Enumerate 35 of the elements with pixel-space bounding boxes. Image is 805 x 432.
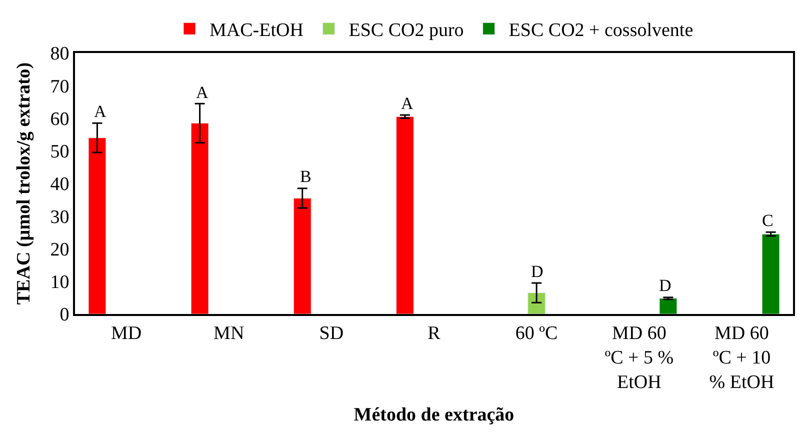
y-axis-title: TEAC (µmol trolox/g extrato)	[14, 62, 35, 305]
annotation: D	[659, 276, 672, 295]
x-axis-title: Método de extração	[354, 404, 514, 426]
bar	[762, 234, 780, 314]
y-tick-label: 10	[50, 272, 70, 294]
y-tick-label: 30	[50, 206, 70, 228]
x-tick-label: SD	[319, 322, 344, 344]
legend-label: ESC CO2 + cossolvente	[508, 20, 694, 42]
bar	[659, 298, 678, 314]
bar	[88, 138, 106, 314]
y-tick-label: 60	[50, 108, 70, 130]
annotation: A	[401, 94, 414, 113]
legend-label: ESC CO2 puro	[348, 20, 464, 42]
bar	[190, 122, 209, 314]
x-tick-label: MD	[110, 322, 142, 344]
annotation: A	[196, 83, 209, 102]
annotation: C	[762, 211, 774, 230]
bar	[396, 116, 414, 314]
annotation: A	[94, 102, 107, 121]
x-tick-label: 60 ºC	[515, 322, 558, 344]
annotation: B	[300, 167, 312, 186]
x-tick-label: MD 60 ºC + 10 % EtOH	[709, 322, 774, 394]
bar	[528, 292, 546, 314]
y-tick-label: 50	[50, 142, 70, 163]
x-tick-label: MD 60 ºC + 5 % EtOH	[604, 322, 674, 394]
legend-label: MAC-EtOH	[210, 20, 304, 42]
bar	[293, 198, 312, 314]
y-tick-label: 0	[60, 304, 70, 326]
annotation: D	[531, 262, 544, 281]
x-tick-label: MN	[214, 322, 244, 344]
y-tick-label: 70	[50, 76, 70, 98]
x-tick-label: R	[428, 322, 441, 344]
y-tick-label: 80	[50, 44, 70, 65]
y-tick-label: 40	[50, 174, 70, 196]
y-tick-label: 20	[50, 239, 70, 260]
